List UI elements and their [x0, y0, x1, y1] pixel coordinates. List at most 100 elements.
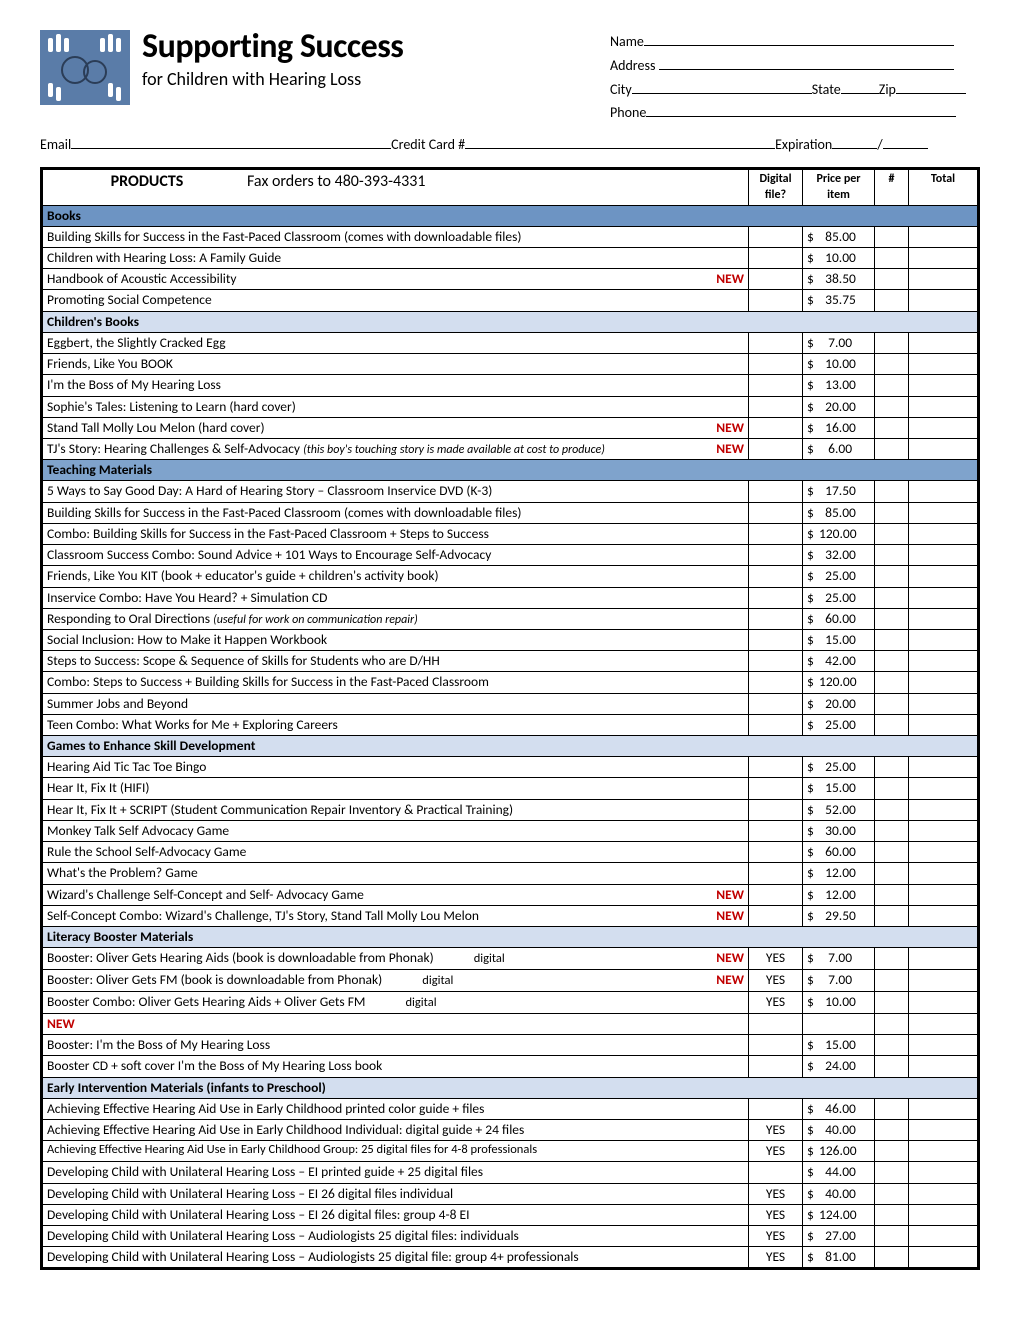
qty-cell[interactable] [875, 714, 909, 735]
qty-cell[interactable] [875, 799, 909, 820]
total-cell[interactable] [909, 587, 979, 608]
input-exp-y[interactable] [883, 135, 928, 149]
qty-cell[interactable] [875, 375, 909, 396]
qty-cell[interactable] [875, 863, 909, 884]
qty-cell[interactable] [875, 1226, 909, 1247]
qty-cell[interactable] [875, 438, 909, 459]
qty-cell[interactable] [875, 608, 909, 629]
total-cell[interactable] [909, 417, 979, 438]
qty-cell[interactable] [875, 396, 909, 417]
total-cell[interactable] [909, 1141, 979, 1162]
total-cell[interactable] [909, 629, 979, 650]
qty-cell[interactable] [875, 1056, 909, 1077]
total-cell[interactable] [909, 226, 979, 247]
product-name: Developing Child with Unilateral Hearing… [42, 1247, 749, 1269]
total-cell[interactable] [909, 545, 979, 566]
total-cell[interactable] [909, 884, 979, 905]
total-cell[interactable] [909, 1119, 979, 1140]
qty-cell[interactable] [875, 948, 909, 970]
qty-cell[interactable] [875, 290, 909, 311]
qty-cell[interactable] [875, 587, 909, 608]
total-cell[interactable] [909, 905, 979, 926]
total-cell[interactable] [909, 269, 979, 290]
qty-cell[interactable] [875, 970, 909, 992]
total-cell[interactable] [909, 396, 979, 417]
total-cell[interactable] [909, 970, 979, 992]
total-cell[interactable] [909, 693, 979, 714]
qty-cell[interactable] [875, 502, 909, 523]
total-cell[interactable] [909, 948, 979, 970]
qty-cell[interactable] [875, 778, 909, 799]
total-cell[interactable] [909, 842, 979, 863]
input-address[interactable] [659, 56, 954, 70]
input-city[interactable] [632, 80, 812, 94]
total-cell[interactable] [909, 820, 979, 841]
total-cell[interactable] [909, 757, 979, 778]
qty-cell[interactable] [875, 566, 909, 587]
total-cell[interactable] [909, 332, 979, 353]
qty-cell[interactable] [875, 757, 909, 778]
qty-cell[interactable] [875, 1035, 909, 1056]
qty-cell[interactable] [875, 820, 909, 841]
total-cell[interactable] [909, 778, 979, 799]
total-cell[interactable] [909, 714, 979, 735]
table-row: Achieving Effective Hearing Aid Use in E… [42, 1098, 979, 1119]
qty-cell[interactable] [875, 481, 909, 502]
qty-cell[interactable] [875, 905, 909, 926]
total-cell[interactable] [909, 438, 979, 459]
total-cell[interactable] [909, 1204, 979, 1225]
qty-cell[interactable] [875, 693, 909, 714]
qty-cell[interactable] [875, 629, 909, 650]
total-cell[interactable] [909, 354, 979, 375]
total-cell[interactable] [909, 290, 979, 311]
qty-cell[interactable] [875, 523, 909, 544]
table-row: Developing Child with Unilateral Hearing… [42, 1247, 979, 1269]
qty-cell[interactable] [875, 545, 909, 566]
qty-cell[interactable] [875, 1098, 909, 1119]
total-cell[interactable] [909, 651, 979, 672]
total-cell[interactable] [909, 799, 979, 820]
total-cell[interactable] [909, 1098, 979, 1119]
total-cell[interactable] [909, 375, 979, 396]
total-cell[interactable] [909, 502, 979, 523]
input-name[interactable] [644, 32, 954, 46]
input-state[interactable] [841, 80, 879, 94]
total-cell[interactable] [909, 1162, 979, 1183]
input-phone[interactable] [646, 103, 956, 117]
qty-cell[interactable] [875, 1204, 909, 1225]
qty-cell[interactable] [875, 991, 909, 1013]
qty-cell[interactable] [875, 1162, 909, 1183]
total-cell[interactable] [909, 481, 979, 502]
total-cell[interactable] [909, 1183, 979, 1204]
qty-cell[interactable] [875, 842, 909, 863]
qty-cell[interactable] [875, 1119, 909, 1140]
qty-cell[interactable] [875, 226, 909, 247]
input-zip[interactable] [896, 80, 966, 94]
total-cell[interactable] [909, 672, 979, 693]
qty-cell[interactable] [875, 332, 909, 353]
total-cell[interactable] [909, 1056, 979, 1077]
input-exp-m[interactable] [832, 135, 877, 149]
total-cell[interactable] [909, 608, 979, 629]
total-cell[interactable] [909, 248, 979, 269]
input-email[interactable] [71, 135, 391, 149]
qty-cell[interactable] [875, 884, 909, 905]
qty-cell[interactable] [875, 269, 909, 290]
total-cell[interactable] [909, 1247, 979, 1269]
total-cell[interactable] [909, 863, 979, 884]
input-cc[interactable] [465, 135, 775, 149]
total-cell[interactable] [909, 566, 979, 587]
total-cell[interactable] [909, 523, 979, 544]
digital-cell: YES [749, 1141, 803, 1162]
qty-cell[interactable] [875, 651, 909, 672]
total-cell[interactable] [909, 1226, 979, 1247]
total-cell[interactable] [909, 991, 979, 1013]
qty-cell[interactable] [875, 1183, 909, 1204]
qty-cell[interactable] [875, 417, 909, 438]
qty-cell[interactable] [875, 1141, 909, 1162]
total-cell[interactable] [909, 1035, 979, 1056]
qty-cell[interactable] [875, 1247, 909, 1269]
qty-cell[interactable] [875, 248, 909, 269]
qty-cell[interactable] [875, 354, 909, 375]
qty-cell[interactable] [875, 672, 909, 693]
